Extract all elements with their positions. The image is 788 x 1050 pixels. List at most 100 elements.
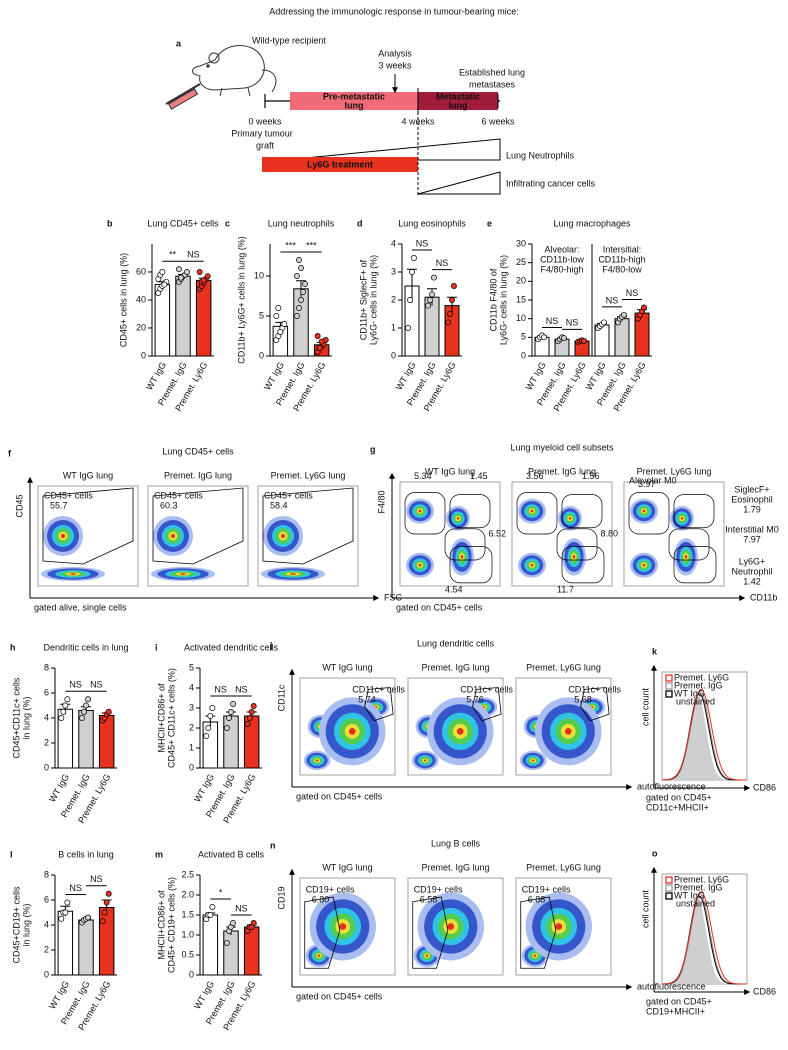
- y-tick-label: 0: [391, 350, 396, 360]
- label: metastases: [469, 79, 516, 89]
- data-point: [223, 940, 230, 946]
- data-point: [293, 313, 300, 319]
- y-tick-label: 8: [44, 662, 49, 672]
- y-axis-label: Ly6G- cells in lung (%): [368, 255, 378, 345]
- chart-title: Lung macrophages: [553, 218, 631, 228]
- plot-title: Premet. IgG lung: [528, 466, 596, 476]
- density: [533, 954, 537, 957]
- plot-title: Premet. IgG lung: [421, 662, 489, 672]
- legend-label: Premet. IgG: [674, 882, 723, 892]
- mouse-drawing: [165, 45, 277, 110]
- y-tick-label: 4: [189, 682, 194, 692]
- data-point: [209, 705, 216, 711]
- gate-value: 60.3: [160, 500, 178, 510]
- data-point: [204, 273, 211, 280]
- y-tick-label: 8: [44, 869, 49, 879]
- density: [555, 923, 563, 930]
- significance-label: ***: [285, 240, 296, 250]
- data-point: [105, 708, 112, 715]
- y-tick-label: 15: [516, 294, 526, 304]
- density: [425, 954, 429, 957]
- data-point: [200, 277, 207, 284]
- data-point: [431, 274, 437, 281]
- panel-letter: l: [10, 849, 13, 859]
- label: Ly6G treatment: [307, 159, 373, 169]
- y-tick-label: 0: [44, 969, 49, 979]
- legend-label: WT IgG: [674, 688, 705, 698]
- y-tick-label: 10: [516, 313, 526, 323]
- significance-label: NS: [69, 883, 82, 893]
- density: [179, 573, 187, 575]
- y-axis-label: F4/80: [376, 490, 386, 513]
- data-point: [275, 305, 282, 311]
- significance-label: NS: [606, 295, 619, 305]
- chart-title: Activated dendritic cells: [184, 642, 279, 652]
- y-tick-label: 6: [44, 687, 49, 697]
- significance-label: NS: [546, 316, 559, 326]
- data-point: [296, 257, 302, 263]
- panel-letter: g: [370, 444, 376, 454]
- gate-value: 5.68: [574, 694, 592, 704]
- panel-letter: d: [357, 218, 363, 228]
- data-point: [230, 701, 236, 707]
- gate: [561, 494, 603, 529]
- label: Infiltrating cancer cells: [506, 178, 596, 188]
- x-axis-label: autofluorescence: [637, 781, 706, 791]
- bar: [78, 919, 94, 976]
- density: [456, 727, 464, 735]
- y-tick-label: 1.5: [181, 909, 194, 919]
- significance-label: NS: [69, 680, 82, 690]
- y-tick-label: 5: [259, 310, 264, 320]
- data-point: [407, 297, 413, 303]
- gate-name: CD11c+ cells: [460, 684, 513, 694]
- legend-swatch: [665, 674, 673, 682]
- data-point: [64, 696, 71, 703]
- legend-swatch: [665, 884, 673, 892]
- significance-label: ***: [306, 240, 317, 250]
- density: [447, 923, 455, 930]
- y-axis-label: CD11c: [276, 684, 286, 711]
- significance-label: NS: [90, 874, 103, 884]
- data-point: [314, 333, 321, 339]
- data-point: [621, 311, 627, 318]
- gate-name: CD45+ cells: [44, 490, 93, 500]
- y-tick-label: 5: [189, 662, 194, 672]
- significance-label: *: [219, 887, 223, 897]
- y-axis-label: cell count: [640, 889, 650, 928]
- y-tick-label: 4: [391, 238, 396, 248]
- data-point: [203, 733, 210, 739]
- data-point: [60, 708, 67, 715]
- gate: [628, 492, 670, 535]
- data-point: [83, 702, 89, 709]
- x-axis-label: CD11b: [750, 592, 777, 602]
- gate-name: CD19+ cells: [522, 884, 571, 894]
- y-tick-label: 25: [516, 257, 526, 267]
- density: [568, 517, 572, 520]
- bar: [223, 715, 239, 769]
- density: [680, 517, 684, 520]
- data-point: [226, 715, 232, 721]
- significance-label: NS: [90, 680, 103, 690]
- y-axis-label: CD45+ CD19+ cells (%): [166, 877, 176, 973]
- group-label: Intersitial:: [603, 244, 642, 254]
- data-point: [273, 313, 280, 319]
- panel-letter: m: [155, 849, 163, 859]
- gating-label: CD11c+MHCII+: [646, 802, 709, 812]
- plot-title: Premet. IgG lung: [164, 470, 232, 480]
- legend-label: Premet. Ly6G: [674, 672, 729, 682]
- data-point: [425, 302, 432, 309]
- data-point: [248, 709, 255, 715]
- panel-letter: h: [10, 642, 16, 652]
- y-axis-label: CD45+CD19+ cells: [11, 886, 21, 964]
- side-label: 1.79: [743, 504, 761, 514]
- gate-value: 11.7: [557, 585, 574, 595]
- y-axis-label: CD11b+ Ly6G+ cells in lung (%): [236, 236, 246, 364]
- gate-value: 58.4: [270, 500, 288, 510]
- gate: [42, 487, 134, 565]
- density: [531, 759, 535, 762]
- y-tick-label: 3: [189, 702, 194, 712]
- gate-value: 55.7: [50, 500, 68, 510]
- plot-title: WT IgG lung: [322, 662, 372, 672]
- plot-title: Premet. Ly6G lung: [637, 466, 712, 476]
- data-point: [318, 338, 325, 345]
